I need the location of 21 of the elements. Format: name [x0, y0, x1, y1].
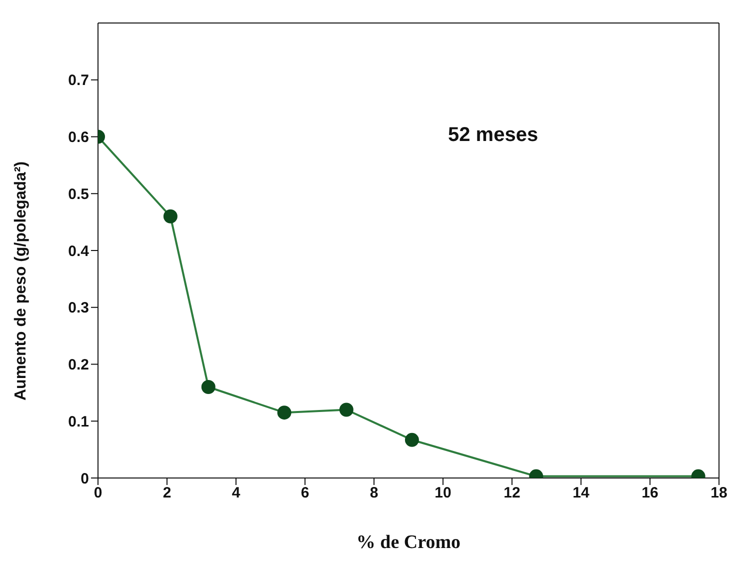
x-tick-label: 4 — [232, 484, 241, 502]
annotation: 52 meses — [448, 124, 538, 147]
x-tick-label: 0 — [94, 484, 102, 502]
y-tick-label: 0.2 — [68, 356, 89, 374]
x-tick-label: 14 — [572, 484, 590, 502]
x-tick-label: 10 — [434, 484, 452, 502]
x-tick-label: 2 — [162, 484, 172, 502]
x-tick-label: 6 — [300, 484, 310, 502]
y-tick-label: 0.3 — [68, 300, 89, 317]
y-tick-label: 0.5 — [68, 186, 89, 203]
x-tick-label: 12 — [504, 484, 520, 502]
y-tick-label: 0 — [80, 470, 89, 488]
y-tick-label: 0.6 — [68, 129, 89, 146]
y-tick-label: 0.7 — [68, 72, 89, 90]
x-tick-label: 8 — [370, 484, 378, 502]
x-tick-label: 18 — [710, 484, 728, 502]
y-tick-label: 0.1 — [68, 413, 89, 430]
x-axis-title: % de Cromo — [356, 532, 461, 553]
y-tick-label: 0.4 — [68, 242, 90, 260]
y-axis-title: Aumento de peso (g/polegada²) — [12, 161, 30, 400]
x-tick-label: 16 — [642, 484, 658, 502]
